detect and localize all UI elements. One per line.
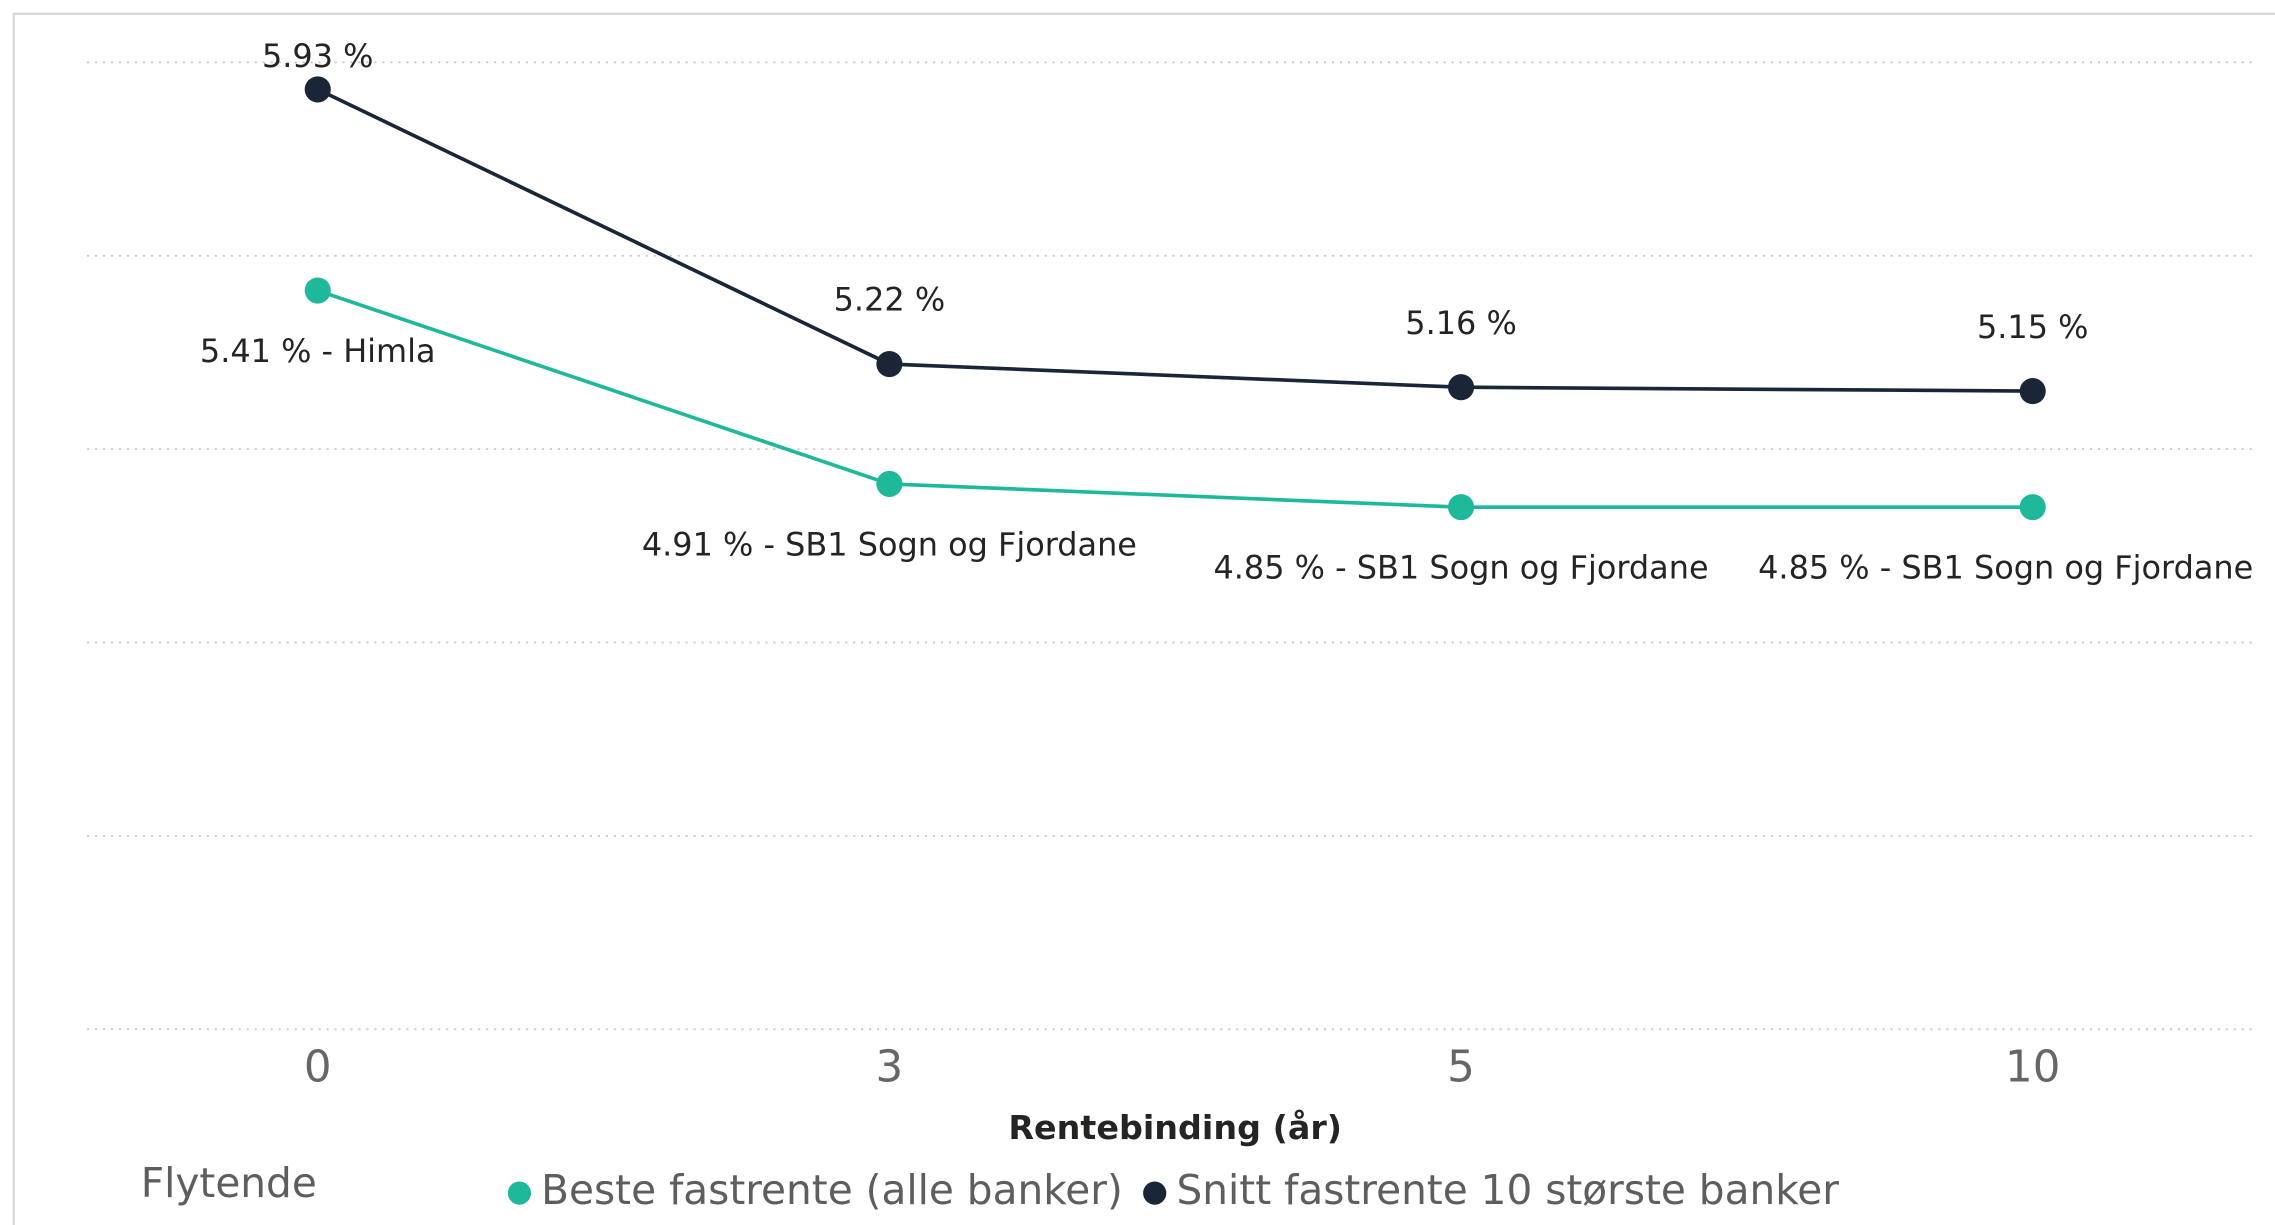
x-tick-label: 3: [876, 1042, 904, 1092]
data-label: 4.85 % - SB1 Sogn og Fjordane: [1213, 548, 1708, 586]
x-axis-title: Rentebinding (år): [1008, 1108, 1342, 1147]
data-label: 5.16 %: [1405, 304, 1516, 342]
series-line: [317, 288, 2033, 509]
data-label: 4.85 % - SB1 Sogn og Fjordane: [1758, 548, 2253, 586]
x-tick-label: 5: [1447, 1042, 1475, 1092]
data-label: 5.22 %: [834, 281, 945, 319]
data-point: [2019, 378, 2046, 405]
legend-label: Beste fastrente (alle banker): [541, 1166, 1123, 1214]
data-point: [1447, 494, 1475, 521]
series-line: [316, 87, 2033, 393]
data-label: 4.91 % - SB1 Sogn og Fjordane: [642, 525, 1137, 563]
data-point: [1447, 374, 1475, 401]
data-label: 5.41 % - Himla: [200, 332, 436, 370]
data-point: [876, 470, 903, 497]
legend-marker: [1143, 1181, 1167, 1205]
data-point: [2019, 494, 2046, 521]
x-tick-label: 10: [2005, 1042, 2060, 1092]
frame: [12, 12, 2275, 1225]
legend-marker: [507, 1181, 532, 1205]
data-point: [304, 76, 331, 103]
data-label: 5.93 %: [262, 37, 373, 75]
data-label: 5.15 %: [1977, 308, 2088, 346]
data-point: [304, 277, 331, 304]
data-point: [876, 350, 903, 378]
x-tick-label: 0: [304, 1042, 332, 1092]
legend-label: Snitt fastrente 10 største banker: [1176, 1166, 1839, 1214]
legend-title: Flytende: [141, 1159, 317, 1207]
